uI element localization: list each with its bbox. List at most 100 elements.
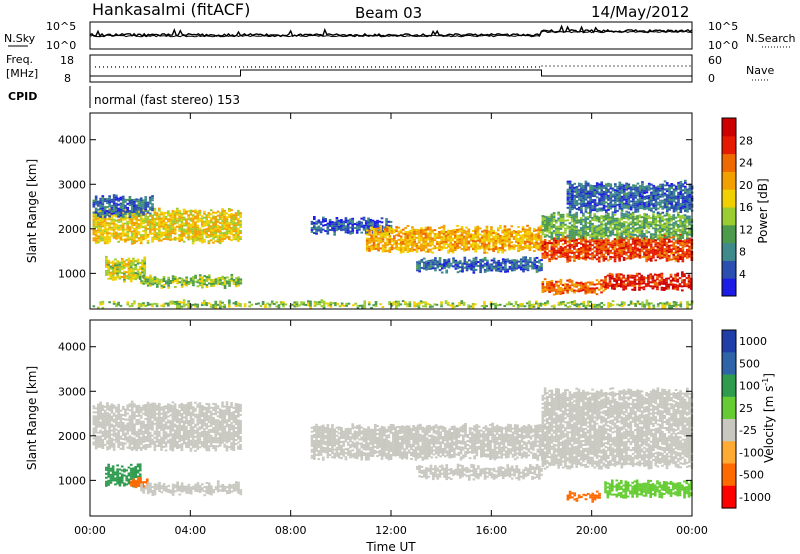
power-cell — [478, 247, 482, 250]
power-cell — [351, 217, 355, 220]
power-cell — [315, 220, 318, 223]
power-cell — [422, 245, 426, 247]
power-cell — [604, 241, 608, 244]
power-cell — [649, 245, 653, 248]
power-cell — [577, 252, 581, 254]
power-cell — [575, 188, 579, 190]
power-cell — [164, 227, 168, 230]
power-cell — [130, 222, 134, 225]
power-cell — [483, 245, 486, 248]
power-cell — [579, 229, 583, 232]
power-cell — [128, 212, 132, 215]
power-cell — [137, 223, 141, 226]
power-cell — [143, 258, 147, 261]
power-cell — [218, 228, 222, 231]
power-cell — [148, 212, 152, 215]
power-cell — [683, 285, 686, 288]
power-cell — [355, 221, 359, 224]
power-cell — [207, 276, 211, 279]
power-cell — [178, 277, 182, 280]
power-cell — [588, 226, 592, 229]
power-cell — [228, 284, 231, 287]
power-cell — [194, 225, 197, 228]
power-cell — [618, 226, 621, 229]
power-cell — [517, 232, 520, 234]
power-cell — [463, 260, 467, 263]
power-cell — [408, 233, 412, 236]
power-cell — [613, 244, 617, 247]
power-cell — [618, 259, 621, 262]
power-cell — [178, 227, 181, 230]
power-cell — [579, 256, 583, 259]
power-cell — [130, 220, 134, 223]
power-cell — [679, 223, 682, 226]
power-cell — [169, 218, 172, 221]
power-cell — [137, 233, 141, 236]
power-cell — [506, 260, 510, 263]
power-cell — [335, 221, 339, 224]
power-cell — [132, 257, 135, 260]
power-cell — [526, 238, 529, 241]
power-cell — [126, 216, 130, 219]
power-cell — [324, 230, 327, 232]
power-cell — [438, 227, 441, 229]
power-cell — [169, 232, 172, 235]
power-cell — [586, 226, 590, 228]
power-cell — [134, 260, 138, 263]
power-cell — [640, 238, 644, 241]
power-cell — [663, 206, 667, 209]
power-cell — [124, 216, 127, 219]
power-cell — [615, 273, 619, 276]
power-cell — [602, 194, 606, 197]
power-cell — [647, 258, 651, 261]
power-cell — [128, 226, 132, 229]
power-cell — [458, 236, 462, 239]
power-cell — [130, 230, 134, 233]
power-cell — [670, 219, 673, 222]
power-cell — [160, 235, 163, 238]
power-cell — [638, 185, 642, 188]
power-cell — [634, 241, 637, 244]
power-cell — [557, 290, 560, 293]
power-cell — [676, 260, 680, 263]
power-cell — [681, 244, 685, 247]
power-cell — [108, 218, 111, 221]
power-cell — [541, 252, 545, 255]
power-cell — [434, 267, 437, 270]
power-cell — [111, 262, 115, 265]
power-cell — [566, 254, 569, 257]
power-cell — [573, 243, 576, 246]
power-cell — [688, 217, 691, 220]
power-cell — [467, 248, 471, 251]
power-cell — [144, 233, 148, 236]
power-cell — [476, 227, 480, 230]
power-cell — [641, 203, 644, 206]
power-cell — [676, 215, 680, 218]
power-cell — [239, 280, 243, 283]
power-cell — [322, 220, 325, 223]
power-cell — [620, 183, 624, 186]
power-cell — [126, 222, 130, 225]
power-cell — [681, 289, 684, 292]
power-cell — [674, 222, 678, 225]
power-cell — [631, 213, 635, 216]
power-cell — [645, 250, 648, 253]
power-cell — [173, 212, 177, 215]
power-cell — [543, 227, 547, 230]
power-cell — [577, 184, 581, 187]
power-cell — [665, 220, 669, 223]
power-cell — [216, 218, 220, 221]
power-cell — [597, 216, 601, 219]
power-cell — [600, 215, 603, 218]
power-cell — [660, 274, 664, 277]
power-cell — [185, 232, 188, 235]
power-cell — [148, 208, 152, 211]
power-cell — [571, 208, 574, 211]
power-cell — [573, 200, 577, 203]
power-cell — [661, 201, 665, 204]
power-cell — [408, 235, 412, 238]
power-cell — [631, 280, 634, 283]
power-cell — [661, 205, 665, 208]
power-cell — [595, 229, 599, 232]
power-cell — [225, 220, 229, 223]
